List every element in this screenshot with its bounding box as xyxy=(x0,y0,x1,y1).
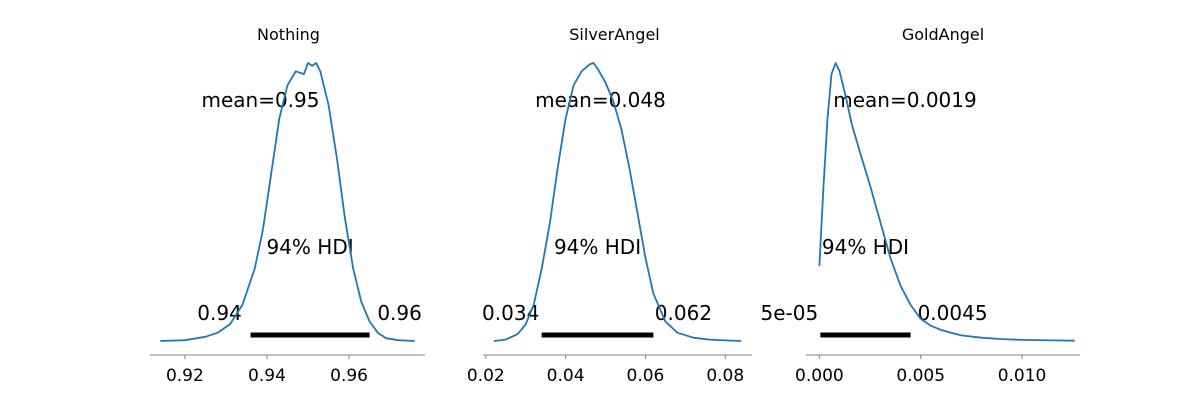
mean-label: mean=0.0019 xyxy=(833,88,976,112)
density-curve xyxy=(493,62,742,342)
hdi-upper-label: 0.96 xyxy=(377,301,422,325)
x-tick-label: 0.02 xyxy=(467,366,505,386)
panel-goldangel: GoldAngel mean=0.0019 94% HDI 5e-05 0.00… xyxy=(761,25,1080,386)
mean-label: mean=0.95 xyxy=(201,88,319,112)
x-tick-label: 0.06 xyxy=(627,366,665,386)
x-tick-label: 0.005 xyxy=(896,366,945,386)
hdi-lower-label: 5e-05 xyxy=(761,301,819,325)
x-tick-label: 0.000 xyxy=(795,366,844,386)
panel-title: GoldAngel xyxy=(902,25,984,44)
x-tick-label: 0.94 xyxy=(248,366,286,386)
hdi-upper-label: 0.062 xyxy=(655,301,712,325)
panel-silverangel: SilverAngel mean=0.048 94% HDI 0.034 0.0… xyxy=(467,25,752,386)
hdi-lower-label: 0.94 xyxy=(197,301,242,325)
x-tick-label: 0.010 xyxy=(998,366,1047,386)
hdi-upper-label: 0.0045 xyxy=(918,301,988,325)
x-tick-label: 0.04 xyxy=(547,366,585,386)
x-tick-label: 0.92 xyxy=(166,366,204,386)
mean-label: mean=0.048 xyxy=(535,88,666,112)
hdi-text: 94% HDI xyxy=(554,235,641,259)
panel-title: Nothing xyxy=(257,25,320,44)
hdi-text: 94% HDI xyxy=(822,235,909,259)
panel-title: SilverAngel xyxy=(569,25,659,44)
density-curve xyxy=(160,62,415,342)
panel-nothing: Nothing mean=0.95 94% HDI 0.94 0.96 0.92… xyxy=(150,25,425,386)
x-tick-label: 0.96 xyxy=(330,366,368,386)
x-tick-label: 0.08 xyxy=(706,366,744,386)
hdi-text: 94% HDI xyxy=(266,235,353,259)
density-curve xyxy=(818,62,1075,342)
